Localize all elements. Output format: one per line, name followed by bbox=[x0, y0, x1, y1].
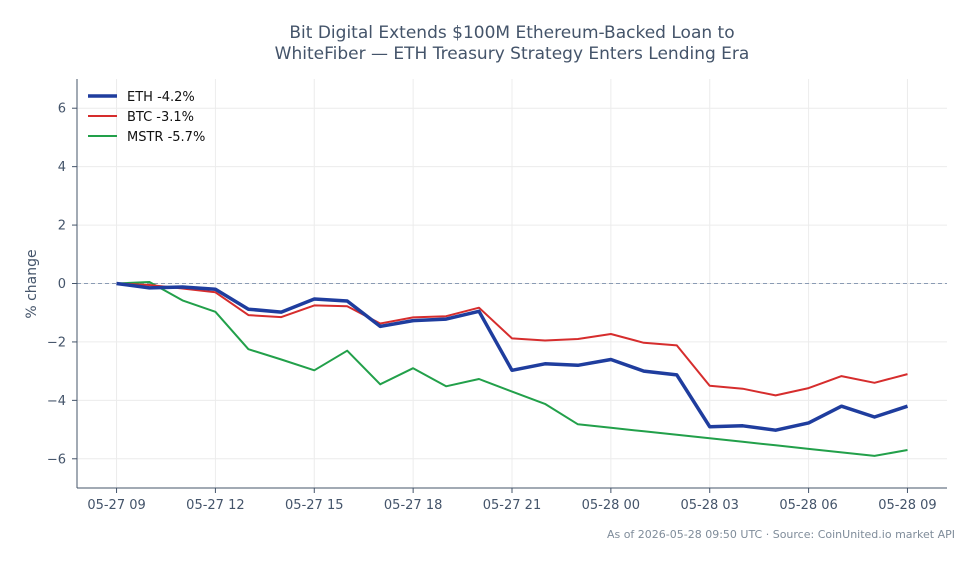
x-tick-label-4: 05-27 21 bbox=[483, 498, 541, 513]
x-tick-label-5: 05-28 00 bbox=[582, 498, 640, 513]
x-tick-label-1: 05-27 12 bbox=[186, 498, 244, 513]
legend-label-2: MSTR -5.7% bbox=[127, 130, 205, 145]
y-axis-label: % change bbox=[24, 249, 40, 318]
x-tick-label-3: 05-27 18 bbox=[384, 498, 442, 513]
series-line-0 bbox=[116, 281, 909, 432]
y-tick-label-1: −4 bbox=[47, 394, 66, 409]
y-tick-labels: −6 −4 −2 0 2 4 6 bbox=[47, 102, 77, 467]
legend-label-1: BTC -3.1% bbox=[127, 110, 194, 125]
x-tick-label-0: 05-27 09 bbox=[87, 498, 145, 513]
x-tick-labels: 05-27 09 05-27 12 05-27 15 05-27 18 05-27 21… bbox=[87, 488, 937, 513]
chart-title-line-2: WhiteFiber — ETH Treasury Strategy Enter… bbox=[275, 44, 750, 64]
series-line-2 bbox=[116, 281, 908, 457]
x-tick-label-2: 05-27 15 bbox=[285, 498, 343, 513]
y-tick-label-4: 2 bbox=[58, 219, 66, 234]
x-tick-label-7: 05-28 06 bbox=[779, 498, 837, 513]
y-tick-label-2: −2 bbox=[47, 335, 66, 350]
series-line-1 bbox=[116, 282, 908, 397]
chart-title-line-1: Bit Digital Extends $100M Ethereum-Backe… bbox=[289, 23, 734, 43]
source-footer: As of 2026-05-28 09:50 UTC · Source: Coi… bbox=[607, 528, 955, 541]
legend: ETH -4.2% BTC -3.1% MSTR -5.7% bbox=[88, 90, 205, 145]
y-tick-label-6: 6 bbox=[58, 102, 66, 117]
series-layer bbox=[116, 281, 909, 457]
y-tick-label-3: 0 bbox=[58, 277, 66, 292]
legend-label-0: ETH -4.2% bbox=[127, 90, 195, 105]
x-tick-label-8: 05-28 09 bbox=[878, 498, 936, 513]
y-tick-label-0: −6 bbox=[47, 452, 66, 467]
x-tick-label-6: 05-28 03 bbox=[681, 498, 739, 513]
y-tick-label-5: 4 bbox=[58, 160, 66, 175]
